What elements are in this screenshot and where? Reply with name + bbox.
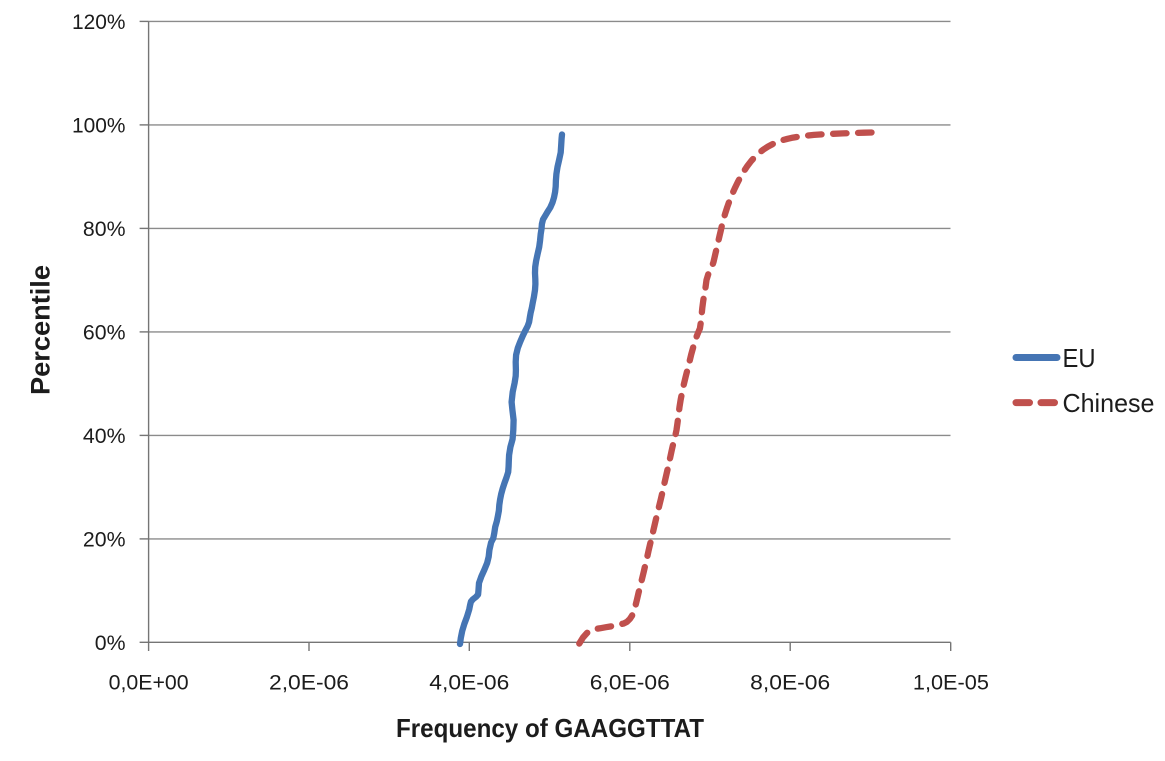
svg-text:100%: 100% bbox=[72, 114, 126, 138]
svg-text:8,0E-06: 8,0E-06 bbox=[750, 670, 830, 694]
svg-text:20%: 20% bbox=[83, 528, 126, 552]
svg-text:1,0E-05: 1,0E-05 bbox=[913, 670, 989, 694]
svg-text:Frequency of GAAGGTTAT: Frequency of GAAGGTTAT bbox=[396, 713, 704, 743]
svg-text:120%: 120% bbox=[72, 10, 126, 34]
svg-text:0%: 0% bbox=[95, 631, 126, 655]
svg-text:6,0E-06: 6,0E-06 bbox=[590, 670, 670, 694]
svg-text:60%: 60% bbox=[83, 321, 126, 345]
svg-text:2,0E-06: 2,0E-06 bbox=[269, 670, 349, 694]
svg-text:4,0E-06: 4,0E-06 bbox=[429, 670, 509, 694]
svg-text:0,0E+00: 0,0E+00 bbox=[109, 670, 189, 694]
svg-text:40%: 40% bbox=[83, 424, 126, 448]
svg-text:Percentile: Percentile bbox=[26, 265, 56, 395]
svg-text:80%: 80% bbox=[83, 217, 126, 241]
svg-text:Chinese: Chinese bbox=[1063, 388, 1155, 418]
svg-text:EU: EU bbox=[1063, 343, 1096, 373]
